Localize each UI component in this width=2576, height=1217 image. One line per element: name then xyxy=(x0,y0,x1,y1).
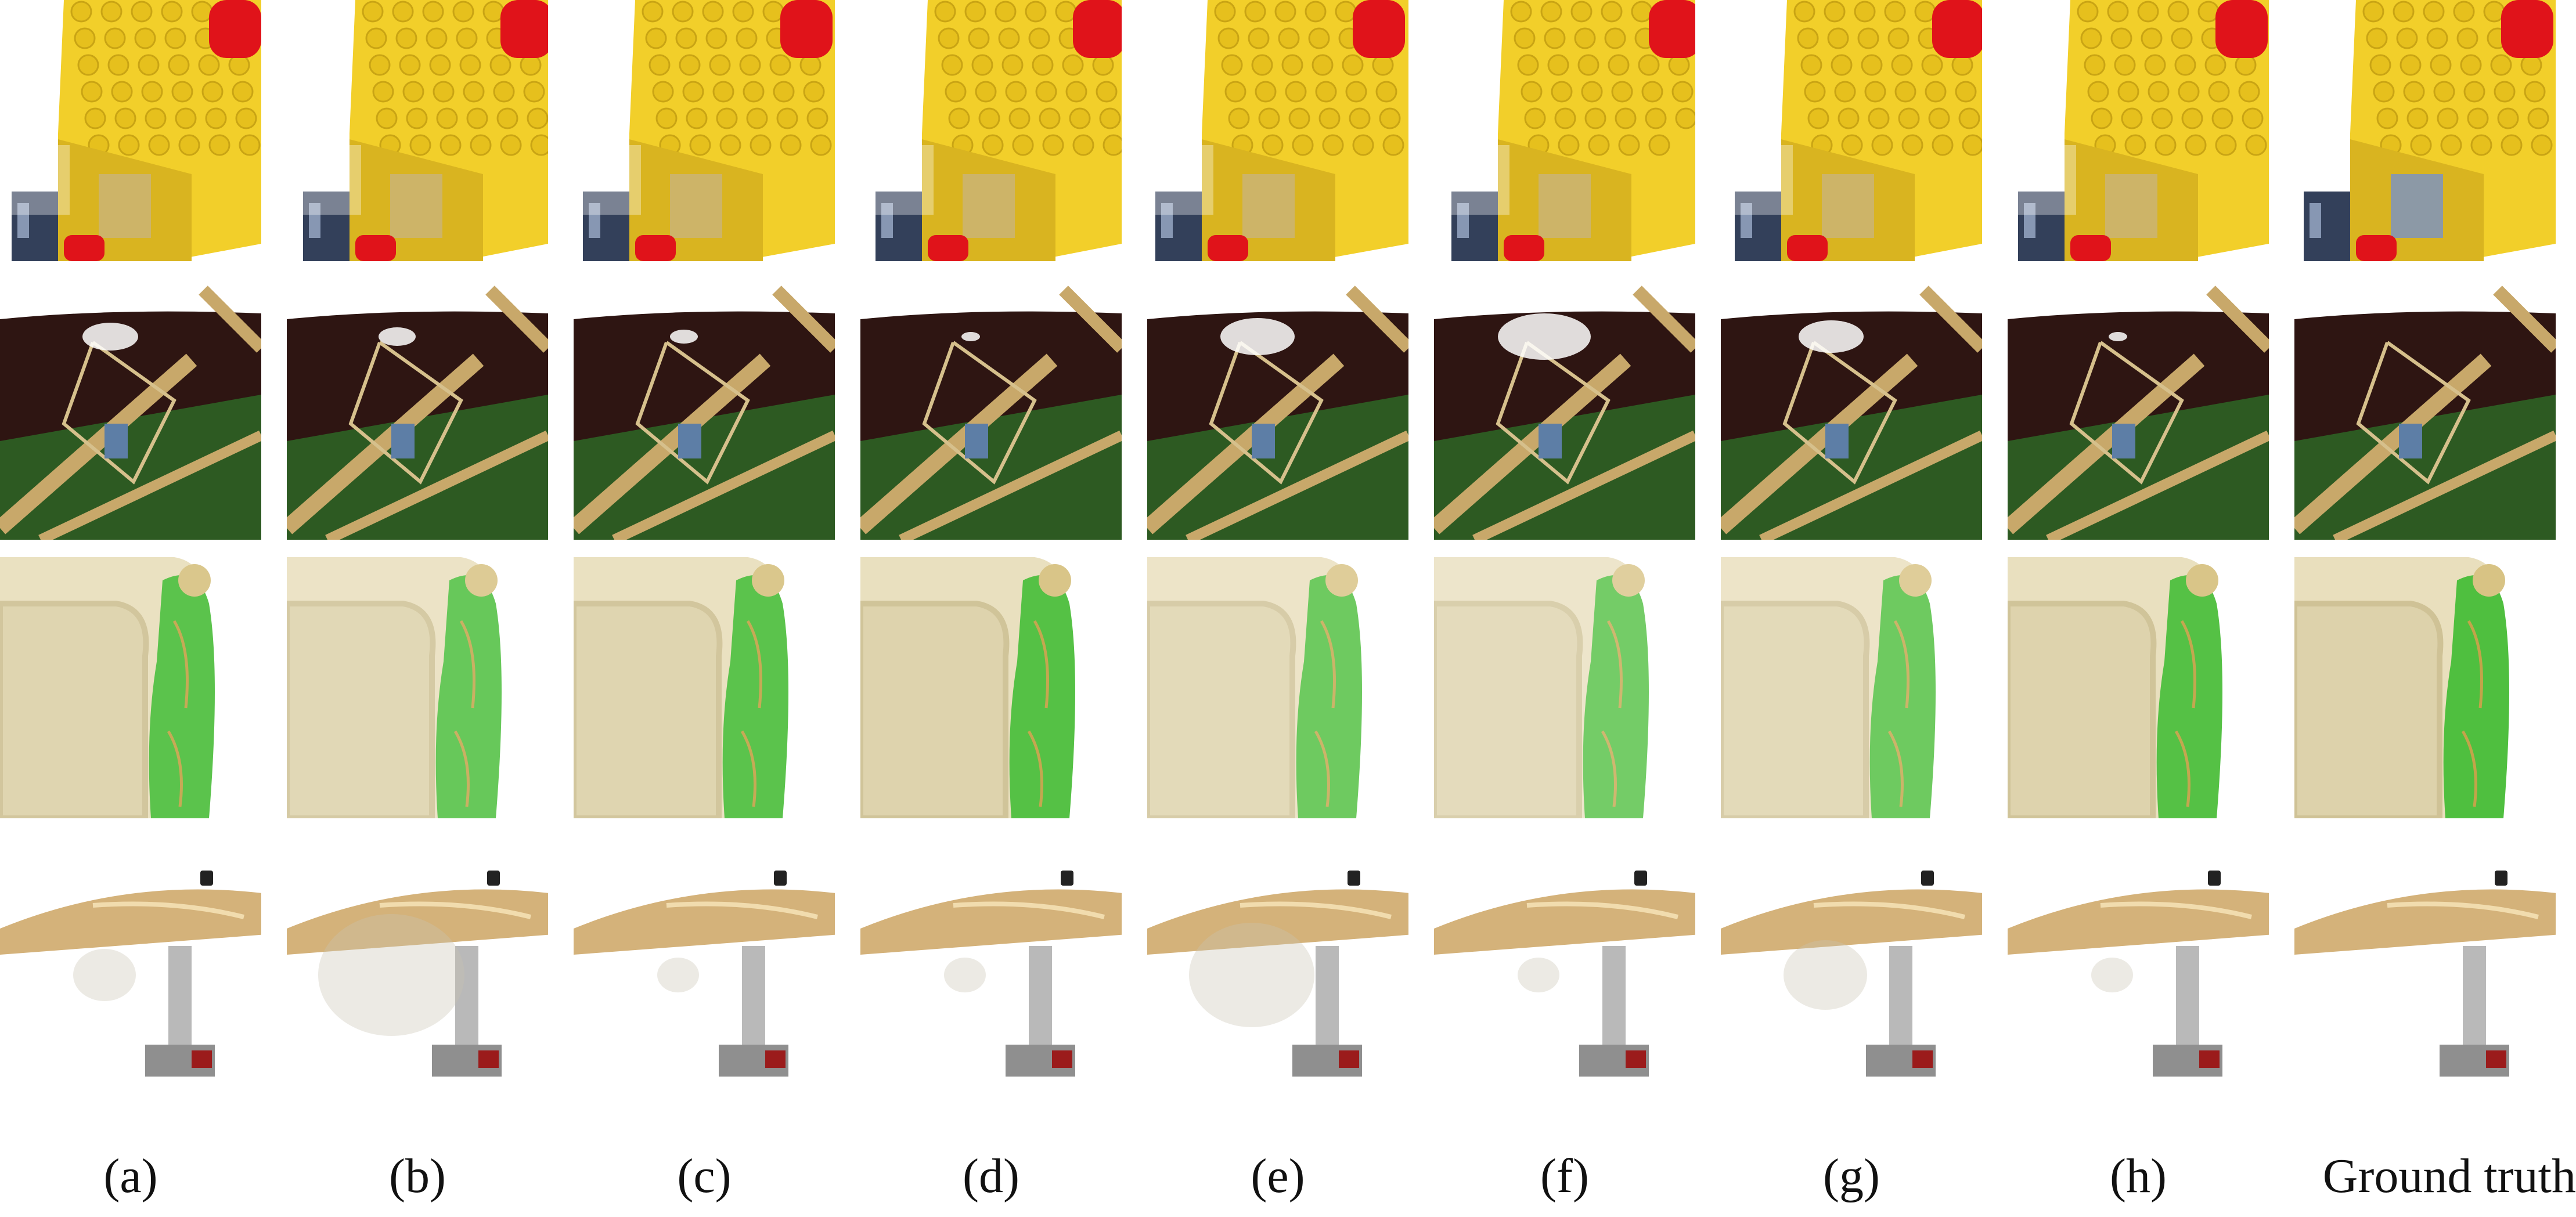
column-label: (c) xyxy=(677,1149,732,1203)
ship-render-method-d xyxy=(860,279,1122,540)
lego-render-method-c xyxy=(574,0,835,261)
ship-render-ground-truth xyxy=(2294,279,2556,540)
ship-render-method-b xyxy=(287,279,548,540)
lego-render-method-a xyxy=(0,0,261,261)
drums-render-method-a xyxy=(0,836,261,1097)
ship-render-method-f xyxy=(1434,279,1695,540)
lego-render-ground-truth xyxy=(2294,0,2556,261)
column-label: (d) xyxy=(963,1149,1019,1203)
chair-render-ground-truth xyxy=(2294,557,2556,818)
ship-render-method-a xyxy=(0,279,261,540)
column-label: (a) xyxy=(103,1149,158,1203)
ship-render-method-c xyxy=(574,279,835,540)
lego-render-method-d xyxy=(860,0,1122,261)
lego-render-method-g xyxy=(1721,0,1982,261)
chair-render-method-h xyxy=(2008,557,2269,818)
drums-render-method-d xyxy=(860,836,1122,1097)
lego-render-method-b xyxy=(287,0,548,261)
chair-render-method-e xyxy=(1147,557,1408,818)
column-label: (g) xyxy=(1823,1149,1880,1203)
lego-render-method-h xyxy=(2008,0,2269,261)
column-label: (h) xyxy=(2110,1149,2167,1203)
chair-render-method-f xyxy=(1434,557,1695,818)
drums-render-method-e xyxy=(1147,836,1408,1097)
drums-render-method-c xyxy=(574,836,835,1097)
lego-render-method-f xyxy=(1434,0,1695,261)
chair-render-method-c xyxy=(574,557,835,818)
column-label: (f) xyxy=(1540,1149,1589,1203)
ship-render-method-g xyxy=(1721,279,1982,540)
drums-render-method-b xyxy=(287,836,548,1097)
column-label: (e) xyxy=(1251,1149,1305,1203)
lego-render-method-e xyxy=(1147,0,1408,261)
chair-render-method-b xyxy=(287,557,548,818)
chair-render-method-d xyxy=(860,557,1122,818)
chair-render-method-a xyxy=(0,557,261,818)
chair-render-method-g xyxy=(1721,557,1982,818)
drums-render-ground-truth xyxy=(2294,836,2556,1097)
ship-render-method-e xyxy=(1147,279,1408,540)
column-label: Ground truth xyxy=(2322,1149,2576,1203)
drums-render-method-f xyxy=(1434,836,1695,1097)
drums-render-method-g xyxy=(1721,836,1982,1097)
ship-render-method-h xyxy=(2008,279,2269,540)
drums-render-method-h xyxy=(2008,836,2269,1097)
column-label: (b) xyxy=(389,1149,446,1203)
